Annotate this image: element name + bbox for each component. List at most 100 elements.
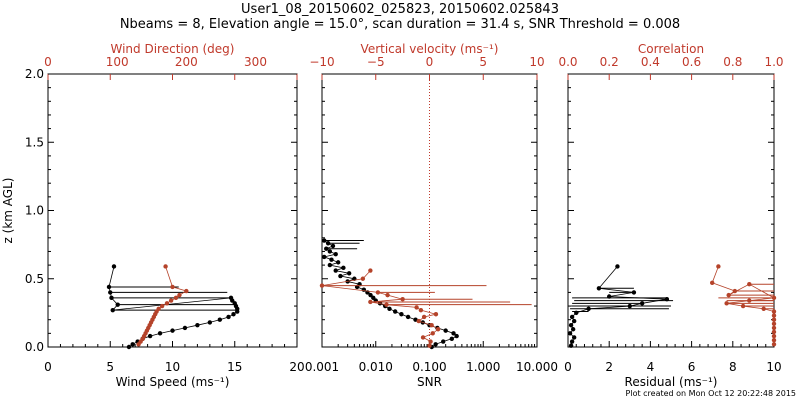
data-point <box>387 306 392 311</box>
data-point <box>568 322 574 328</box>
data-point <box>392 309 398 314</box>
x-tick-label: 4 <box>647 360 655 374</box>
x-tick-label: 0.010 <box>359 360 393 374</box>
top-tick-label: −5 <box>367 55 385 69</box>
data-point <box>726 292 731 298</box>
x-tick-label: 8 <box>729 360 737 374</box>
panel-1 <box>47 73 298 350</box>
data-point <box>771 325 777 331</box>
data-point <box>571 335 577 340</box>
data-point <box>747 298 752 303</box>
data-point <box>329 257 334 262</box>
axes-frame <box>47 73 298 348</box>
data-point <box>429 322 434 328</box>
chart-title: User1_08_20150602_025823, 20150602.02584… <box>241 2 559 17</box>
data-point <box>443 328 448 333</box>
data-point <box>405 314 411 320</box>
data-point <box>418 307 424 313</box>
axes-frame <box>321 73 538 348</box>
x-tick-label: 2 <box>605 360 613 374</box>
x-tick-label: 0.001 <box>305 360 339 374</box>
data-point <box>607 294 612 299</box>
data-point <box>341 265 346 271</box>
data-point <box>740 303 746 309</box>
top-tick-label: 0.2 <box>600 55 619 69</box>
top-tick-label: 0 <box>44 55 52 69</box>
data-point <box>569 314 575 320</box>
data-point <box>771 342 777 347</box>
top-tick-label: 5 <box>479 55 487 69</box>
data-point <box>385 292 390 298</box>
data-point <box>771 333 777 339</box>
y-tick-label: 0.0 <box>25 340 44 354</box>
top-axis-label: Wind Direction (deg) <box>111 42 235 56</box>
data-point <box>430 331 435 336</box>
data-point <box>235 309 240 314</box>
data-point <box>338 273 343 279</box>
data-point <box>761 306 766 311</box>
data-point <box>732 288 738 294</box>
data-point <box>324 246 329 251</box>
data-point <box>449 336 455 342</box>
x-tick-label: 0 <box>564 360 572 374</box>
data-point <box>231 312 236 317</box>
panel-3 <box>567 73 777 348</box>
data-point <box>335 260 341 265</box>
x-axis-label: SNR <box>417 375 442 389</box>
data-point <box>322 254 327 260</box>
data-point <box>170 328 175 333</box>
x-tick-label: 20 <box>289 360 304 374</box>
data-point <box>147 333 153 339</box>
data-point <box>330 243 336 249</box>
data-point <box>596 286 602 291</box>
data-point <box>164 301 170 306</box>
data-point <box>327 262 333 268</box>
data-point <box>217 317 223 322</box>
data-point <box>771 329 777 335</box>
data-point <box>433 342 438 347</box>
data-point <box>157 331 163 336</box>
data-point <box>400 297 405 302</box>
data-point <box>115 302 120 307</box>
data-point <box>427 343 432 348</box>
data-point <box>435 327 441 332</box>
data-point <box>106 284 112 290</box>
top-tick-label: 0.0 <box>558 55 577 69</box>
top-axis-label: Vertical velocity (ms⁻¹) <box>361 42 499 56</box>
top-tick-label: 300 <box>244 55 267 69</box>
x-tick-label: 10 <box>766 360 781 374</box>
data-point <box>177 292 182 298</box>
data-point <box>173 295 179 301</box>
data-point <box>207 320 213 325</box>
x-tick-label: 6 <box>688 360 696 374</box>
top-tick-label: 10 <box>529 55 544 69</box>
x-tick-label: 0 <box>44 360 52 374</box>
data-point <box>333 251 338 257</box>
data-point <box>567 331 573 336</box>
x-tick-label: 15 <box>227 360 242 374</box>
data-point <box>346 271 352 276</box>
chart-subtitle: Nbeams = 8, Elevation angle = 15.0°, sca… <box>119 17 681 32</box>
x-tick-label: 1.000 <box>466 360 500 374</box>
top-tick-label: 0 <box>426 55 434 69</box>
data-point <box>569 339 575 344</box>
x-tick-label: 10.000 <box>516 360 558 374</box>
data-point <box>111 264 117 269</box>
data-point <box>184 288 189 294</box>
data-point <box>110 307 115 313</box>
series-line <box>108 266 238 348</box>
plot-credit: Plot created on Mon Oct 12 20:22:48 2015 <box>625 389 796 398</box>
data-point <box>451 331 456 336</box>
data-point <box>710 280 715 286</box>
data-point <box>327 249 333 254</box>
data-point <box>664 297 670 302</box>
data-point <box>428 339 433 344</box>
data-point <box>109 295 114 301</box>
data-point <box>322 238 327 243</box>
y-tick-label: 0.5 <box>25 272 44 286</box>
top-tick-label: 0.6 <box>682 55 701 69</box>
data-point <box>163 264 168 269</box>
data-point <box>416 318 421 324</box>
data-point <box>627 303 632 309</box>
